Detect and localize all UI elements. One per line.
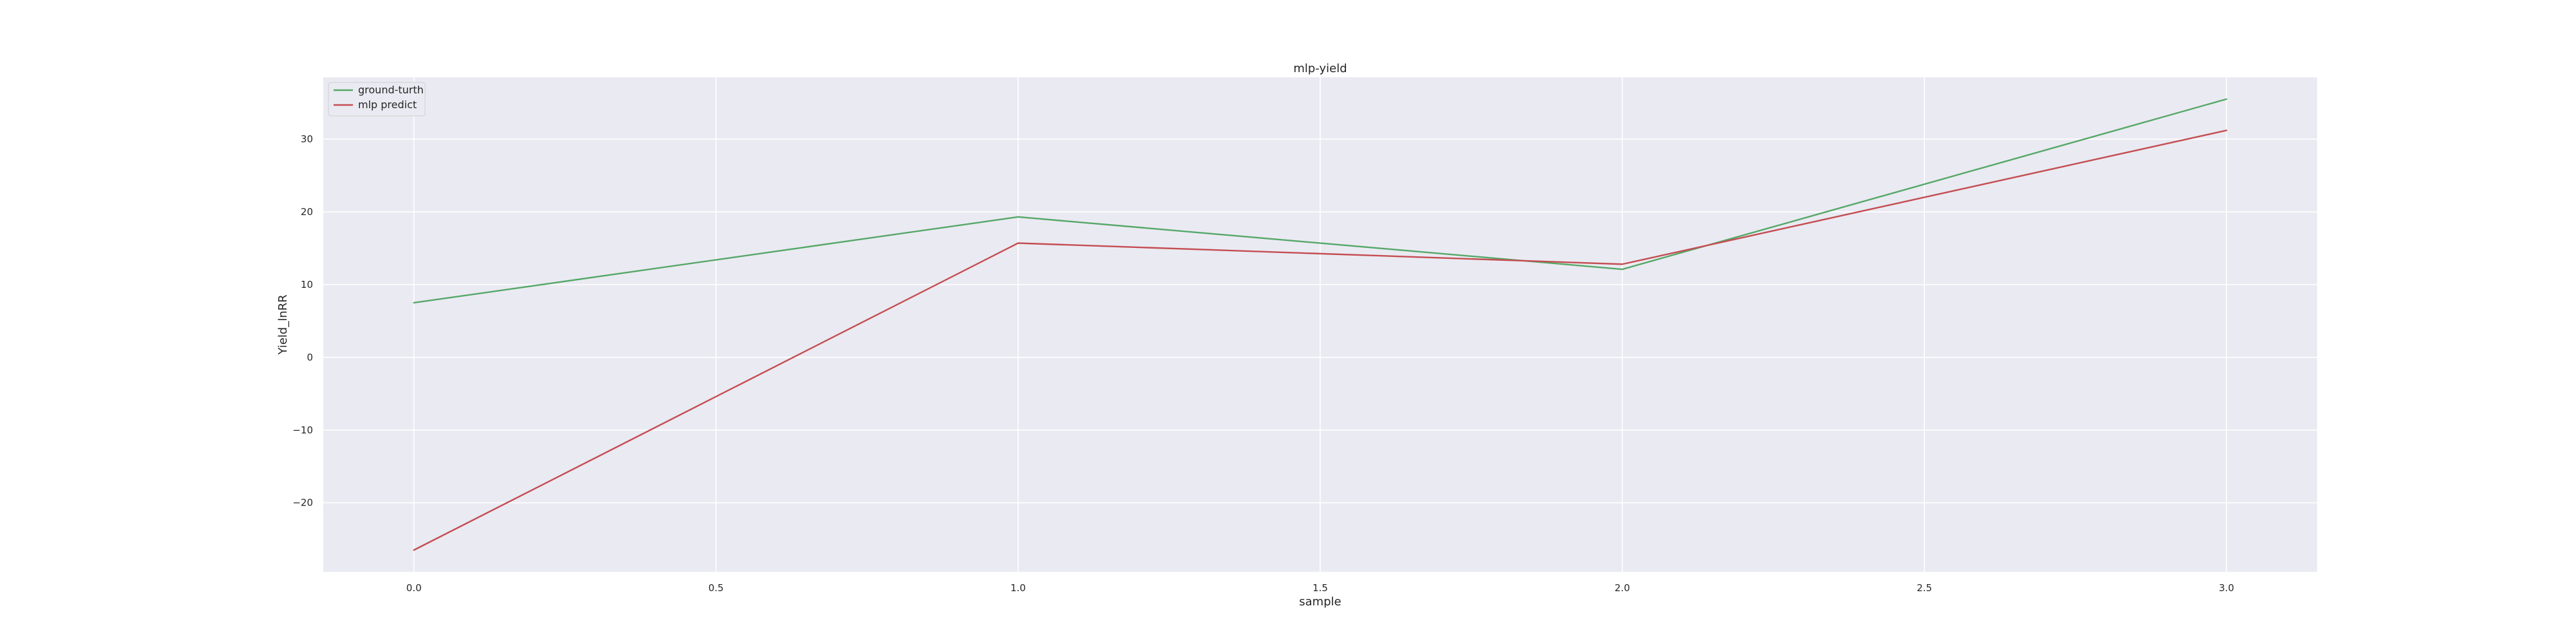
legend-label-ground-turth: ground-turth	[358, 84, 424, 96]
grid	[323, 77, 2317, 572]
y-tick-label: 20	[301, 206, 313, 218]
series-line-ground-turth	[413, 98, 2228, 304]
series-line-mlp-predict	[413, 129, 2228, 551]
x-tick-label: 3.0	[2219, 582, 2234, 594]
y-axis-ticks: −20 −10 0 10 20 30	[292, 133, 313, 509]
y-tick-label: −20	[292, 497, 313, 509]
y-tick-label: −10	[292, 424, 313, 436]
x-tick-label: 0.5	[708, 582, 724, 594]
x-tick-label: 1.5	[1312, 582, 1328, 594]
y-axis-label: Yield_lnRR	[276, 294, 290, 355]
chart-title: mlp-yield	[1293, 62, 1347, 75]
legend-label-mlp-predict: mlp predict	[358, 99, 417, 111]
y-tick-label: 10	[301, 279, 313, 290]
x-tick-label: 2.5	[1917, 582, 1932, 594]
y-tick-label: 0	[307, 352, 313, 363]
x-tick-label: 1.0	[1010, 582, 1026, 594]
y-tick-label: 30	[301, 133, 313, 145]
x-tick-label: 2.0	[1615, 582, 1630, 594]
legend: ground-turth mlp predict	[328, 82, 426, 117]
x-axis-ticks: 0.0 0.5 1.0 1.5 2.0 2.5 3.0	[406, 582, 2234, 594]
x-tick-label: 0.0	[406, 582, 422, 594]
series-lines	[413, 98, 2228, 551]
x-axis-label: sample	[1299, 595, 1341, 609]
